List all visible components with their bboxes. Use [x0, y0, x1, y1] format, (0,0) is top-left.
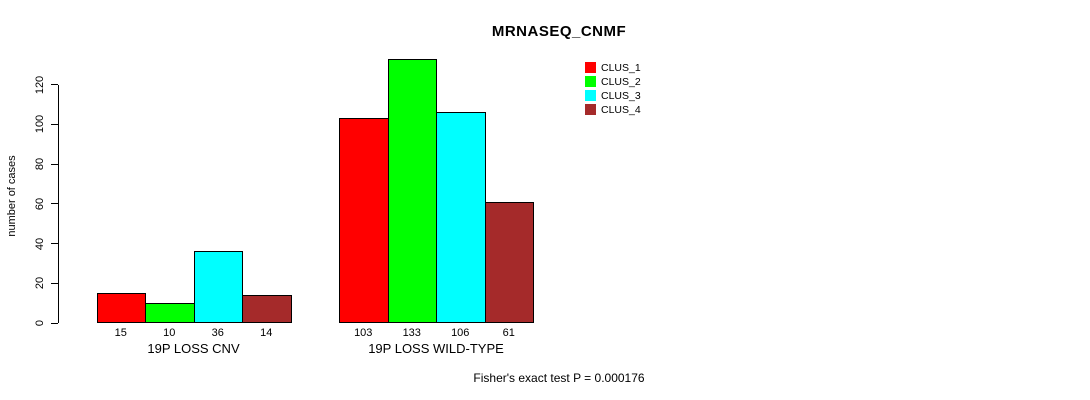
legend-swatch-clus_1: [585, 62, 596, 73]
legend: CLUS_1 CLUS_2 CLUS_3 CLUS_4: [585, 61, 641, 116]
legend-swatch-clus_2: [585, 76, 596, 87]
legend-item-clus_2: CLUS_2: [585, 75, 641, 88]
y-axis-line: [58, 84, 59, 323]
bar-clus_4-group1: [242, 295, 292, 323]
bar-value-label: 36: [211, 327, 224, 339]
y-axis-tick: [51, 84, 58, 85]
legend-label: CLUS_1: [601, 61, 641, 74]
legend-swatch-clus_4: [585, 104, 596, 115]
legend-item-clus_3: CLUS_3: [585, 89, 641, 102]
bar-value-label: 10: [163, 327, 176, 339]
bar-clus_4-group2: [484, 201, 534, 323]
bar-clus_1-group1: [96, 293, 146, 323]
bar-clus_1-group2: [339, 118, 389, 323]
y-axis-tick: [51, 282, 58, 284]
bar-clus_3-group1: [193, 251, 243, 323]
y-axis-tick: [51, 163, 58, 165]
bar-clus_3-group2: [436, 112, 486, 323]
legend-item-clus_1: CLUS_1: [585, 61, 641, 74]
bar-clus_2-group1: [145, 303, 195, 323]
legend-label: CLUS_2: [601, 75, 641, 88]
bar-value-label: 61: [502, 327, 515, 339]
bar-value-label: 103: [354, 327, 373, 339]
y-axis-title: number of cases: [6, 155, 18, 237]
bar-value-label: 133: [402, 327, 421, 339]
legend-label: CLUS_3: [601, 89, 641, 102]
x-axis-group-label: 19P LOSS CNV: [147, 341, 240, 356]
y-tick-label: 20: [34, 277, 46, 290]
y-tick-label: 100: [34, 115, 46, 134]
y-tick-label: 40: [34, 237, 46, 250]
y-axis-tick: [51, 322, 58, 324]
chart-title: MRNASEQ_CNMF: [491, 23, 627, 40]
bar-clus_2-group2: [387, 58, 437, 323]
x-axis-group-label: 19P LOSS WILD-TYPE: [368, 341, 504, 356]
bar-value-label: 106: [451, 327, 470, 339]
legend-item-clus_4: CLUS_4: [585, 103, 641, 116]
y-tick-label: 60: [34, 197, 46, 210]
legend-label: CLUS_4: [601, 103, 641, 116]
bar-value-label: 14: [260, 327, 273, 339]
y-tick-label: 80: [34, 157, 46, 171]
y-tick-label: 120: [34, 75, 46, 94]
y-axis-tick: [51, 243, 58, 244]
legend-swatch-clus_3: [585, 90, 596, 101]
fisher-test-annotation: Fisher's exact test P = 0.000176: [473, 371, 645, 385]
y-axis-tick: [51, 123, 58, 125]
y-tick-label: 0: [34, 319, 46, 327]
bar-value-label: 15: [114, 327, 127, 339]
y-axis-tick: [51, 203, 58, 205]
